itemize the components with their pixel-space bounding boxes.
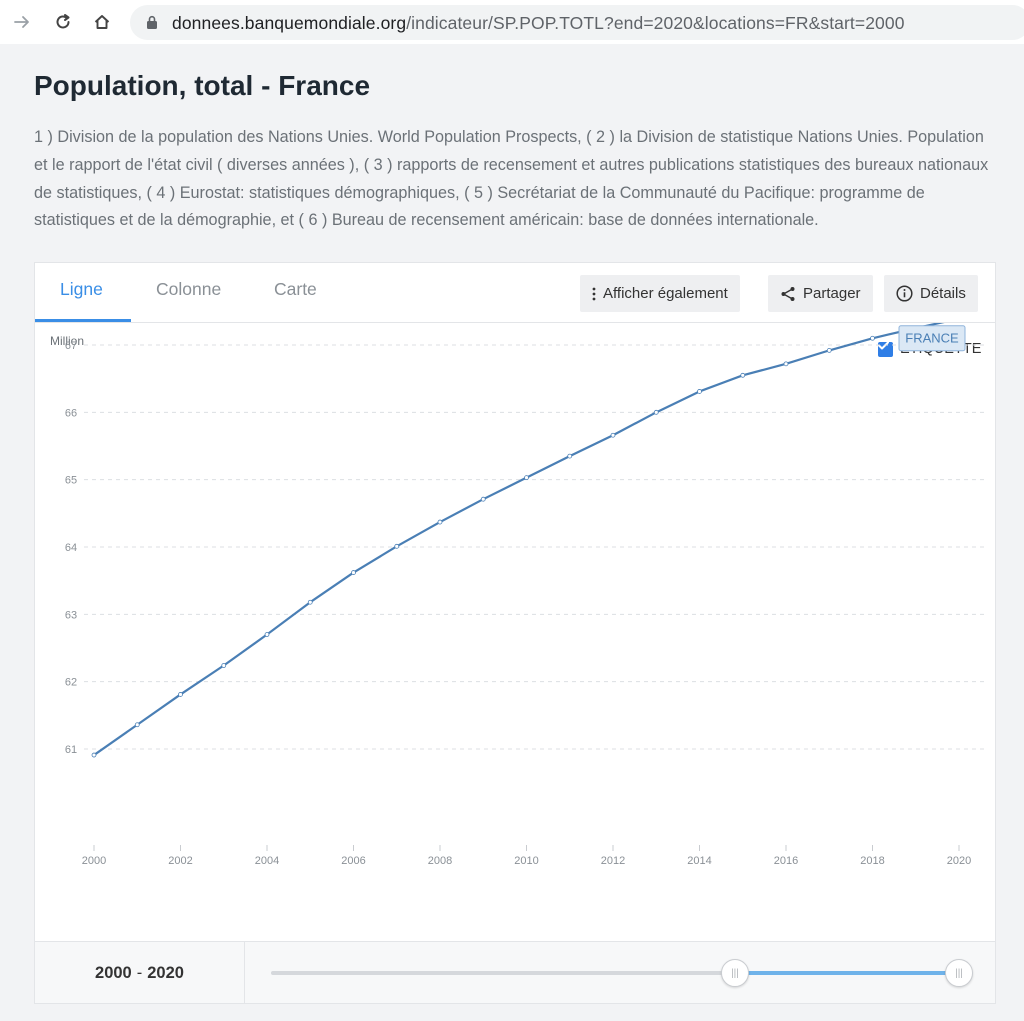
range-separator: - — [136, 963, 143, 982]
y-tick-label: 64 — [65, 542, 77, 554]
y-tick-label: 67 — [65, 340, 77, 352]
address-bar[interactable]: donnees.banquemondiale.org/indicateur/SP… — [130, 5, 1024, 40]
data-point — [307, 599, 313, 605]
data-point — [740, 372, 746, 378]
series-label-france: FRANCE — [905, 331, 959, 346]
data-point — [437, 519, 443, 525]
tab-carte[interactable]: Carte — [274, 279, 317, 299]
page-content: Population, total - France 1 ) Division … — [0, 44, 1024, 1021]
data-point — [653, 409, 659, 415]
url-domain: donnees.banquemondiale.org — [172, 13, 407, 33]
url-path: /indicateur/SP.POP.TOTL?end=2020&locatio… — [406, 13, 905, 33]
x-tick-label: 2000 — [82, 855, 106, 867]
x-tick-label: 2020 — [947, 855, 971, 867]
y-tick-label: 65 — [65, 475, 77, 487]
data-point — [351, 570, 356, 575]
data-point — [264, 632, 270, 637]
also-show-label: Afficher également — [603, 285, 728, 302]
page-title: Population, total - France — [34, 70, 371, 101]
lock-icon — [147, 15, 157, 29]
data-point — [783, 361, 789, 367]
url-text: donnees.banquemondiale.org/indicateur/SP… — [172, 13, 905, 34]
x-tick-label: 2010 — [514, 855, 538, 867]
series-line-france — [93, 323, 945, 756]
y-tick-label: 63 — [65, 609, 77, 621]
tab-ligne[interactable]: Ligne — [60, 279, 103, 299]
details-button[interactable]: Détails — [884, 275, 978, 312]
y-tick-label: 66 — [65, 407, 77, 419]
x-tick-label: 2004 — [255, 855, 279, 867]
range-start-handle[interactable]: ||| — [720, 959, 749, 987]
data-point — [610, 432, 616, 438]
info-icon — [896, 285, 913, 302]
chart-plot: 61 62 63 64 65 66 67 2000 2002 2004 2006 2008 2010 20… — [65, 323, 985, 867]
data-point — [221, 663, 227, 668]
share-icon — [780, 286, 796, 302]
range-slider-track[interactable] — [271, 971, 959, 975]
data-point — [394, 543, 400, 549]
chart-card: Ligne Colonne Carte Afficher également P… — [34, 262, 996, 1004]
y-axis-unit-label: Million — [50, 334, 85, 348]
data-point — [178, 692, 183, 697]
series-label-box — [898, 325, 966, 352]
data-point — [480, 496, 486, 502]
line-chart: Million ÉTIQUETTE 6162636465666720002002… — [35, 323, 995, 941]
data-point — [697, 389, 702, 394]
x-tick-label: 2006 — [341, 855, 365, 867]
share-label: Partager — [803, 285, 861, 302]
x-tick-label: 2018 — [860, 855, 884, 867]
range-slider-fill — [734, 971, 959, 975]
tab-colonne[interactable]: Colonne — [156, 279, 222, 299]
x-tick-label: 2002 — [168, 855, 192, 867]
range-end-handle[interactable]: ||| — [945, 959, 973, 987]
x-tick-label: 2016 — [774, 855, 798, 867]
data-point — [567, 453, 573, 459]
forward-icon[interactable] — [9, 9, 35, 35]
range-end-year: 2020 — [147, 963, 184, 982]
details-label: Détails — [920, 285, 966, 302]
home-icon[interactable] — [89, 9, 115, 35]
source-description: 1 ) Division de la population des Nation… — [34, 128, 989, 230]
more-vertical-icon — [592, 287, 596, 301]
data-point — [91, 752, 97, 758]
browser-toolbar: donnees.banquemondiale.org/indicateur/SP… — [0, 0, 1024, 44]
chart-tabs: Ligne Colonne Carte Afficher également P… — [35, 263, 995, 323]
x-tick-label: 2014 — [687, 855, 711, 867]
year-range-label: 2000 - 2020 — [35, 942, 245, 1004]
y-tick-label: 61 — [65, 744, 77, 756]
active-tab-indicator — [35, 319, 131, 322]
also-show-button[interactable]: Afficher également — [580, 275, 740, 312]
data-point — [524, 475, 529, 481]
data-point — [826, 347, 832, 353]
data-point — [134, 722, 140, 728]
data-point — [870, 335, 875, 341]
year-range-selector: 2000 - 2020 ||| ||| — [35, 941, 995, 1004]
x-tick-label: 2008 — [428, 855, 452, 867]
x-tick-label: 2012 — [601, 855, 625, 867]
share-button[interactable]: Partager — [768, 275, 873, 312]
range-start-year: 2000 — [95, 963, 132, 982]
reload-icon[interactable] — [50, 9, 76, 35]
y-tick-label: 62 — [65, 677, 77, 689]
